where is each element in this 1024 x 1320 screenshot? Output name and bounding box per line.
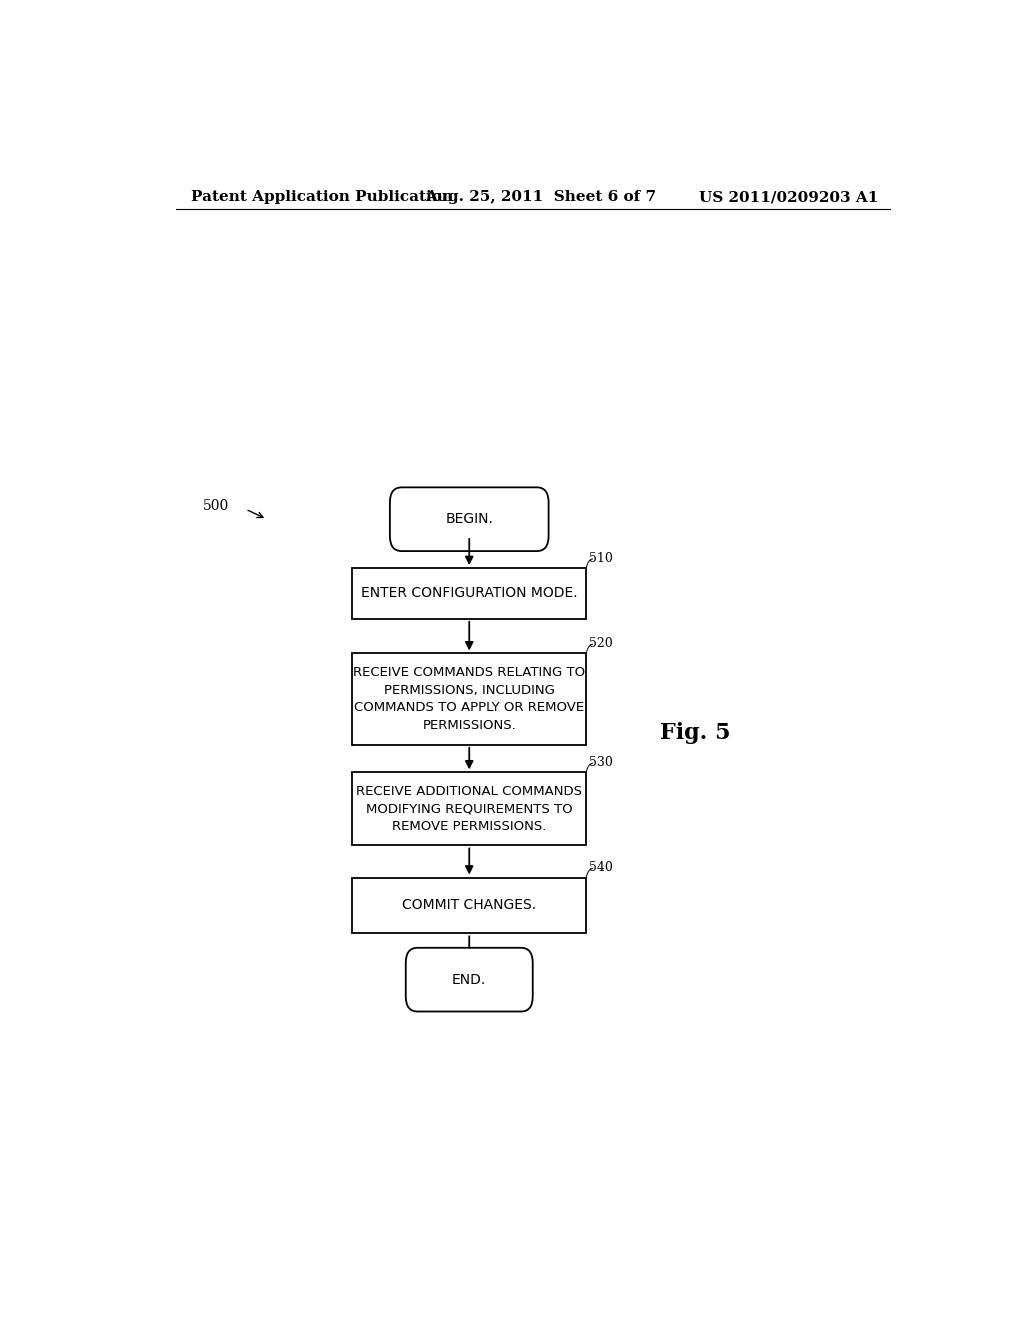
Text: 500: 500	[204, 499, 229, 513]
Text: Patent Application Publication: Patent Application Publication	[191, 190, 454, 205]
Text: COMMIT CHANGES.: COMMIT CHANGES.	[402, 899, 537, 912]
Bar	[352, 653, 587, 744]
FancyBboxPatch shape	[390, 487, 549, 550]
FancyBboxPatch shape	[406, 948, 532, 1011]
Text: 510: 510	[589, 552, 612, 565]
Bar	[352, 568, 587, 619]
Text: Fig. 5: Fig. 5	[659, 722, 730, 743]
Text: END.: END.	[453, 973, 486, 986]
Text: RECEIVE COMMANDS RELATING TO
PERMISSIONS, INCLUDING
COMMANDS TO APPLY OR REMOVE
: RECEIVE COMMANDS RELATING TO PERMISSIONS…	[353, 667, 586, 731]
Text: RECEIVE ADDITIONAL COMMANDS
MODIFYING REQUIREMENTS TO
REMOVE PERMISSIONS.: RECEIVE ADDITIONAL COMMANDS MODIFYING RE…	[356, 785, 583, 833]
Text: 530: 530	[589, 756, 612, 770]
Text: US 2011/0209203 A1: US 2011/0209203 A1	[699, 190, 879, 205]
Text: 520: 520	[589, 638, 612, 651]
Text: 540: 540	[589, 862, 612, 874]
Text: ENTER CONFIGURATION MODE.: ENTER CONFIGURATION MODE.	[360, 586, 578, 601]
Text: Aug. 25, 2011  Sheet 6 of 7: Aug. 25, 2011 Sheet 6 of 7	[426, 190, 656, 205]
Bar	[352, 772, 587, 846]
Text: BEGIN.: BEGIN.	[445, 512, 494, 527]
Bar	[352, 878, 587, 933]
